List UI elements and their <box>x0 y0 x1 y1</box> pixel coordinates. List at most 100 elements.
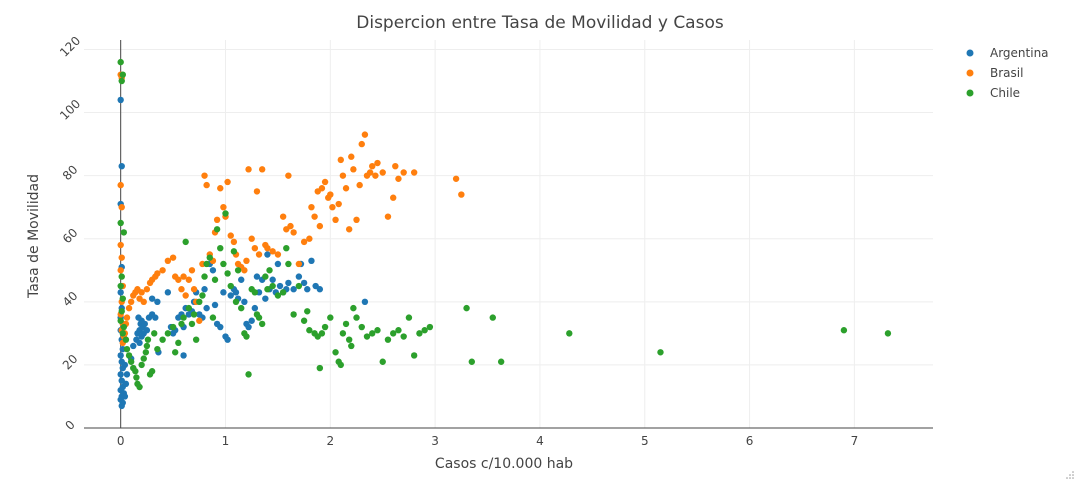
data-point[interactable] <box>220 289 227 296</box>
data-point[interactable] <box>258 320 266 328</box>
data-point[interactable] <box>234 267 242 274</box>
data-point[interactable] <box>243 257 250 265</box>
data-point[interactable] <box>468 358 476 365</box>
data-point[interactable] <box>222 210 229 217</box>
data-point[interactable] <box>416 330 423 337</box>
data-point[interactable] <box>384 213 392 220</box>
data-point[interactable] <box>117 96 124 104</box>
data-point[interactable] <box>337 361 344 369</box>
data-point[interactable] <box>118 402 125 410</box>
data-point[interactable] <box>285 279 292 287</box>
data-point[interactable] <box>125 304 133 312</box>
data-point[interactable] <box>316 222 324 230</box>
data-point[interactable] <box>353 216 360 224</box>
data-point[interactable] <box>348 342 355 350</box>
data-point[interactable] <box>295 282 303 290</box>
data-point[interactable] <box>316 364 324 372</box>
data-point[interactable] <box>203 304 210 312</box>
data-point[interactable] <box>169 254 177 261</box>
data-point[interactable] <box>379 358 386 365</box>
legend-item-argentina[interactable]: Argentina <box>966 46 1049 60</box>
data-point[interactable] <box>350 304 357 312</box>
data-point[interactable] <box>327 314 334 321</box>
data-point[interactable] <box>304 286 311 293</box>
data-point[interactable] <box>151 330 158 337</box>
data-point[interactable] <box>217 244 224 252</box>
data-point[interactable] <box>379 169 386 176</box>
data-point[interactable] <box>117 241 124 249</box>
data-point[interactable] <box>117 352 124 359</box>
data-point[interactable] <box>329 203 336 211</box>
data-point[interactable] <box>196 317 203 324</box>
data-point[interactable] <box>159 267 166 274</box>
data-point[interactable] <box>353 314 360 321</box>
data-point[interactable] <box>410 352 418 359</box>
data-point[interactable] <box>118 308 125 315</box>
resize-handle-icon[interactable] <box>1065 470 1074 479</box>
data-point[interactable] <box>201 273 208 280</box>
data-point[interactable] <box>269 248 276 255</box>
data-point[interactable] <box>426 323 434 331</box>
data-point[interactable] <box>258 166 266 173</box>
data-point[interactable] <box>122 380 130 388</box>
data-point[interactable] <box>175 276 182 283</box>
data-point[interactable] <box>358 140 365 148</box>
data-point[interactable] <box>180 314 187 321</box>
data-point[interactable] <box>154 270 161 277</box>
data-point[interactable] <box>253 273 261 280</box>
data-point[interactable] <box>211 301 219 309</box>
data-point[interactable] <box>657 349 664 356</box>
data-point[interactable] <box>118 77 125 85</box>
data-point[interactable] <box>125 352 133 359</box>
data-point[interactable] <box>489 314 496 321</box>
data-point[interactable] <box>188 320 196 328</box>
data-point[interactable] <box>342 185 350 192</box>
data-point[interactable] <box>182 238 189 246</box>
data-point[interactable] <box>410 169 418 176</box>
data-point[interactable] <box>118 273 125 280</box>
data-point[interactable] <box>217 185 224 192</box>
data-point[interactable] <box>339 330 347 337</box>
data-point[interactable] <box>339 172 347 179</box>
data-point[interactable] <box>117 289 124 296</box>
data-point[interactable] <box>220 260 227 268</box>
data-point[interactable] <box>274 260 282 268</box>
data-point[interactable] <box>361 298 369 306</box>
data-point[interactable] <box>308 257 315 265</box>
data-point[interactable] <box>295 273 303 280</box>
data-point[interactable] <box>321 178 329 186</box>
data-point[interactable] <box>287 222 294 230</box>
data-point[interactable] <box>251 304 259 312</box>
data-point[interactable] <box>120 229 128 236</box>
data-point[interactable] <box>123 345 131 353</box>
data-point[interactable] <box>248 235 255 242</box>
data-point[interactable] <box>300 317 308 324</box>
data-point[interactable] <box>248 317 255 324</box>
data-point[interactable] <box>350 166 357 173</box>
data-point[interactable] <box>316 286 324 293</box>
data-point[interactable] <box>132 368 139 375</box>
data-point[interactable] <box>566 330 573 337</box>
data-point[interactable] <box>390 330 397 337</box>
data-point[interactable] <box>190 311 198 318</box>
data-point[interactable] <box>290 229 297 236</box>
data-point[interactable] <box>337 156 344 164</box>
data-point[interactable] <box>318 185 326 192</box>
data-point[interactable] <box>255 251 263 258</box>
data-point[interactable] <box>171 349 179 356</box>
data-point[interactable] <box>361 131 369 138</box>
data-point[interactable] <box>390 194 397 201</box>
data-point[interactable] <box>121 361 129 369</box>
data-point[interactable] <box>120 323 128 331</box>
data-point[interactable] <box>201 286 208 293</box>
data-point[interactable] <box>245 323 252 331</box>
data-point[interactable] <box>178 286 185 293</box>
data-point[interactable] <box>224 336 231 343</box>
data-point[interactable] <box>400 333 407 340</box>
data-point[interactable] <box>285 172 292 179</box>
data-point[interactable] <box>321 323 329 331</box>
data-point[interactable] <box>135 314 142 321</box>
data-point[interactable] <box>264 244 271 252</box>
data-point[interactable] <box>178 320 185 328</box>
data-point[interactable] <box>127 358 135 365</box>
